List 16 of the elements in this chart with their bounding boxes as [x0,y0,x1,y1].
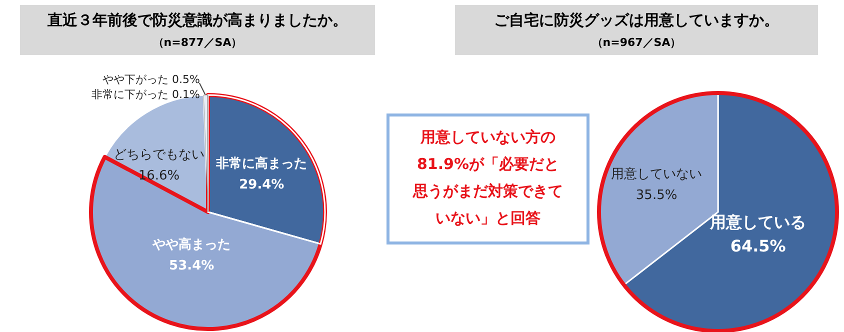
slice-label: やや高まった [152,236,231,253]
data-label: 64.5% [730,236,786,256]
text: 用意していない方の81.9%が「必要だと思うがまだ対策できていない」と回答 [412,128,563,227]
chart-title: 直近３年前後で防災意識が高まりましたか。 [46,11,348,29]
slice-label: どちらでもない [113,147,204,162]
chart-subtitle: （n=877／SA） [152,36,242,49]
slice-label: やや下がった 0.5% [102,73,200,86]
data-label: 29.4% [239,177,284,192]
slice-label: 用意していない [611,166,702,182]
data-label: 35.5% [636,188,678,203]
chart-subtitle: （n=967／SA） [592,36,682,49]
chart-title: ご自宅に防災グッズは用意していますか。 [494,11,779,29]
data-label: 53.4% [169,258,214,274]
slice-label: 非常に高まった [215,155,308,172]
slice-label: 用意している [709,212,806,232]
slice-label: 非常に下がった 0.1% [92,88,200,101]
